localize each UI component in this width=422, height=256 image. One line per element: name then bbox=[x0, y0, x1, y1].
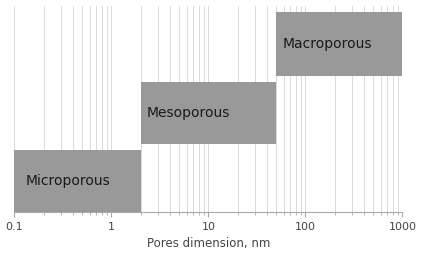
Bar bbox=[14, 150, 141, 212]
X-axis label: Pores dimension, nm: Pores dimension, nm bbox=[147, 238, 270, 250]
Bar bbox=[141, 82, 276, 144]
Text: Macroporous: Macroporous bbox=[282, 37, 372, 51]
Text: Microporous: Microporous bbox=[25, 174, 110, 188]
Bar bbox=[276, 12, 403, 76]
Text: Mesoporous: Mesoporous bbox=[146, 106, 230, 120]
